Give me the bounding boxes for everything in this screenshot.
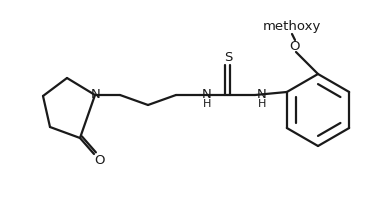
Text: N: N: [257, 88, 267, 101]
Text: O: O: [290, 39, 300, 52]
Text: O: O: [94, 154, 104, 168]
Text: S: S: [224, 50, 232, 64]
Text: N: N: [202, 88, 212, 101]
Text: N: N: [91, 88, 101, 101]
Text: methoxy: methoxy: [263, 19, 321, 32]
Text: H: H: [258, 99, 266, 109]
Text: H: H: [203, 99, 211, 109]
